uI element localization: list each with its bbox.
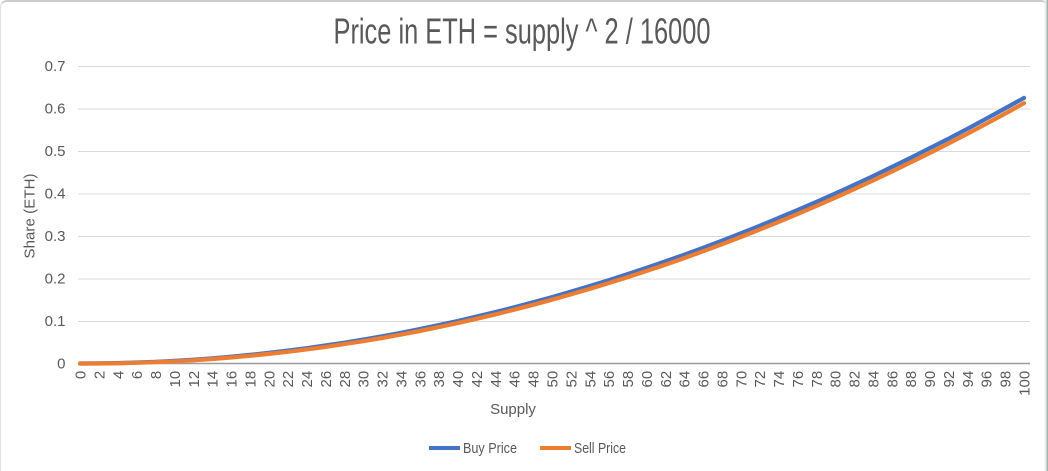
- svg-text:42: 42: [469, 371, 486, 388]
- svg-text:74: 74: [771, 371, 788, 388]
- svg-text:46: 46: [507, 371, 524, 388]
- svg-text:8: 8: [148, 371, 165, 379]
- svg-text:100: 100: [1017, 371, 1034, 396]
- svg-text:18: 18: [242, 371, 259, 388]
- svg-text:68: 68: [714, 371, 731, 388]
- svg-text:34: 34: [394, 371, 411, 388]
- svg-text:0.7: 0.7: [45, 58, 66, 75]
- svg-text:44: 44: [488, 371, 505, 388]
- svg-text:62: 62: [658, 371, 675, 388]
- svg-text:16: 16: [224, 371, 241, 388]
- svg-text:Sell Price: Sell Price: [574, 440, 626, 457]
- svg-text:22: 22: [280, 371, 297, 388]
- svg-text:78: 78: [809, 371, 826, 388]
- svg-text:12: 12: [186, 371, 203, 388]
- svg-text:4: 4: [110, 371, 127, 379]
- svg-text:50: 50: [545, 371, 562, 388]
- svg-text:92: 92: [941, 371, 958, 388]
- svg-text:88: 88: [903, 371, 920, 388]
- svg-text:96: 96: [979, 371, 996, 388]
- svg-text:Price in ETH = supply ^ 2 / 16: Price in ETH = supply ^ 2 / 16000: [334, 11, 711, 52]
- svg-text:Supply: Supply: [490, 401, 536, 418]
- svg-text:26: 26: [318, 371, 335, 388]
- svg-text:94: 94: [960, 371, 977, 388]
- svg-text:86: 86: [884, 371, 901, 388]
- svg-text:66: 66: [696, 371, 713, 388]
- svg-text:36: 36: [412, 371, 429, 388]
- svg-text:54: 54: [582, 371, 599, 388]
- svg-text:60: 60: [639, 371, 656, 388]
- svg-text:52: 52: [563, 371, 580, 388]
- svg-text:10: 10: [167, 371, 184, 388]
- svg-text:30: 30: [356, 371, 373, 388]
- svg-text:0.4: 0.4: [45, 186, 66, 203]
- svg-text:38: 38: [431, 371, 448, 388]
- svg-text:72: 72: [752, 371, 769, 388]
- svg-text:0.5: 0.5: [45, 143, 66, 160]
- svg-text:Share (ETH): Share (ETH): [22, 174, 39, 259]
- svg-text:40: 40: [450, 371, 467, 388]
- svg-text:56: 56: [601, 371, 618, 388]
- svg-text:58: 58: [620, 371, 637, 388]
- svg-text:0: 0: [57, 356, 65, 373]
- svg-text:82: 82: [847, 371, 864, 388]
- svg-text:6: 6: [129, 371, 146, 379]
- svg-text:98: 98: [998, 371, 1015, 388]
- svg-text:32: 32: [375, 371, 392, 388]
- svg-text:76: 76: [790, 371, 807, 388]
- svg-text:0.6: 0.6: [45, 101, 66, 118]
- svg-text:28: 28: [337, 371, 354, 388]
- svg-text:0.2: 0.2: [45, 271, 66, 288]
- svg-text:14: 14: [205, 371, 222, 388]
- svg-text:0: 0: [73, 371, 90, 379]
- svg-text:24: 24: [299, 371, 316, 388]
- svg-text:20: 20: [261, 371, 278, 388]
- svg-text:2: 2: [91, 371, 108, 379]
- svg-text:Buy Price: Buy Price: [463, 440, 517, 457]
- svg-text:80: 80: [828, 371, 845, 388]
- svg-text:64: 64: [677, 371, 694, 388]
- svg-text:84: 84: [866, 371, 883, 388]
- svg-text:0.3: 0.3: [45, 228, 66, 245]
- svg-text:70: 70: [733, 371, 750, 388]
- svg-text:48: 48: [526, 371, 543, 388]
- svg-text:0.1: 0.1: [45, 313, 66, 330]
- svg-text:90: 90: [922, 371, 939, 388]
